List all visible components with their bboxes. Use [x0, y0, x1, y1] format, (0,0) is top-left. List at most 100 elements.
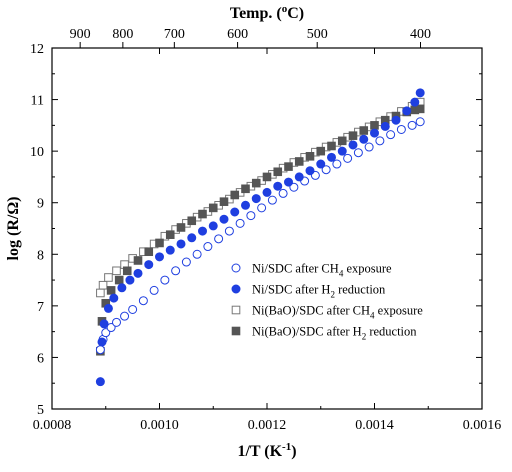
data-point: [112, 266, 121, 276]
y-tick-label: 6: [37, 351, 44, 366]
y-tick-label: 7: [37, 300, 44, 315]
series-1: [95, 88, 425, 387]
data-point: [106, 286, 116, 295]
data-point: [106, 323, 116, 333]
data-series-layer: [95, 88, 425, 387]
y-tick-label: 5: [37, 403, 44, 418]
data-point: [149, 285, 159, 295]
data-point: [415, 117, 425, 127]
data-point: [208, 221, 218, 231]
y-tick-label: 11: [31, 94, 44, 109]
data-point: [294, 172, 304, 182]
data-point: [353, 148, 363, 158]
data-point: [144, 247, 154, 257]
data-point: [370, 128, 379, 138]
data-point: [230, 207, 240, 217]
data-point: [364, 142, 374, 152]
data-point: [95, 345, 105, 355]
top-tick-label: 400: [410, 27, 431, 42]
legend-box: [224, 254, 474, 346]
data-point: [375, 136, 385, 146]
data-point: [187, 233, 197, 243]
data-point: [305, 152, 315, 161]
data-point: [348, 140, 358, 150]
data-point: [103, 303, 113, 313]
data-point: [99, 319, 109, 329]
top-axis-title: Temp. (oC): [230, 3, 304, 22]
data-point: [219, 197, 229, 206]
legend-marker: [231, 305, 241, 315]
data-point: [337, 146, 347, 156]
data-point: [224, 226, 234, 236]
data-point: [278, 188, 288, 198]
data-point: [198, 226, 207, 236]
data-point: [138, 296, 148, 306]
data-point: [133, 268, 143, 278]
data-point: [359, 134, 369, 144]
data-point: [97, 337, 107, 347]
data-point: [208, 203, 218, 213]
data-point: [262, 172, 272, 182]
data-point: [391, 115, 401, 125]
data-point: [396, 124, 406, 134]
data-point: [415, 88, 425, 98]
data-point: [192, 249, 202, 259]
data-point: [386, 130, 396, 140]
data-point: [230, 190, 240, 200]
x-tick-label: 0.0008: [33, 418, 72, 433]
data-point: [267, 195, 277, 205]
legend-marker: [231, 263, 241, 273]
data-point: [176, 223, 186, 232]
data-point: [114, 275, 124, 285]
top-tick-label: 500: [307, 27, 328, 42]
x-tick-label: 0.0012: [248, 418, 287, 433]
data-point: [316, 159, 326, 169]
data-point: [343, 153, 353, 163]
data-point: [316, 146, 326, 156]
data-point: [144, 260, 154, 270]
data-point: [321, 165, 331, 175]
x-tick-label: 0.0010: [140, 418, 179, 433]
data-point: [155, 252, 164, 262]
data-point: [359, 126, 369, 135]
data-point: [104, 273, 113, 282]
legend-label: Ni/SDC after CH4 exposure: [252, 262, 392, 279]
data-point: [241, 200, 250, 210]
data-point: [165, 230, 175, 239]
data-point: [332, 159, 342, 169]
data-point: [294, 157, 304, 166]
data-point: [327, 141, 336, 151]
data-point: [402, 106, 412, 116]
legend-label: Ni/SDC after H2 reduction: [252, 283, 386, 300]
data-point: [109, 293, 119, 303]
data-point: [214, 234, 224, 244]
x-tick-label: 0.0016: [463, 418, 502, 433]
data-point: [155, 238, 164, 248]
data-point: [370, 121, 379, 130]
top-tick-label: 600: [227, 27, 248, 42]
data-point: [133, 256, 143, 265]
data-point: [112, 317, 121, 327]
legend-marker: [231, 326, 241, 336]
data-point: [187, 216, 197, 226]
data-point: [415, 104, 425, 114]
top-tick-label: 800: [112, 27, 133, 42]
data-point: [95, 377, 105, 387]
data-point: [410, 97, 420, 107]
top-tick-label: 700: [164, 27, 185, 42]
x-tick-label: 0.0014: [355, 418, 394, 433]
data-point: [273, 181, 283, 191]
axes: 0.0008 0.0010 0.0012 0.0014 0.0016 5 6 7 8 9 10 11 1…: [30, 27, 501, 433]
data-point: [98, 280, 108, 290]
legend-label: Ni(BaO)/SDC after CH4 exposure: [252, 304, 423, 321]
data-point: [198, 209, 207, 219]
data-point: [251, 194, 261, 204]
data-point: [348, 131, 358, 140]
y-tick-label: 10: [30, 145, 44, 160]
series-0: [95, 117, 425, 355]
data-point: [117, 283, 127, 293]
data-point: [165, 245, 175, 255]
data-point: [284, 162, 293, 171]
